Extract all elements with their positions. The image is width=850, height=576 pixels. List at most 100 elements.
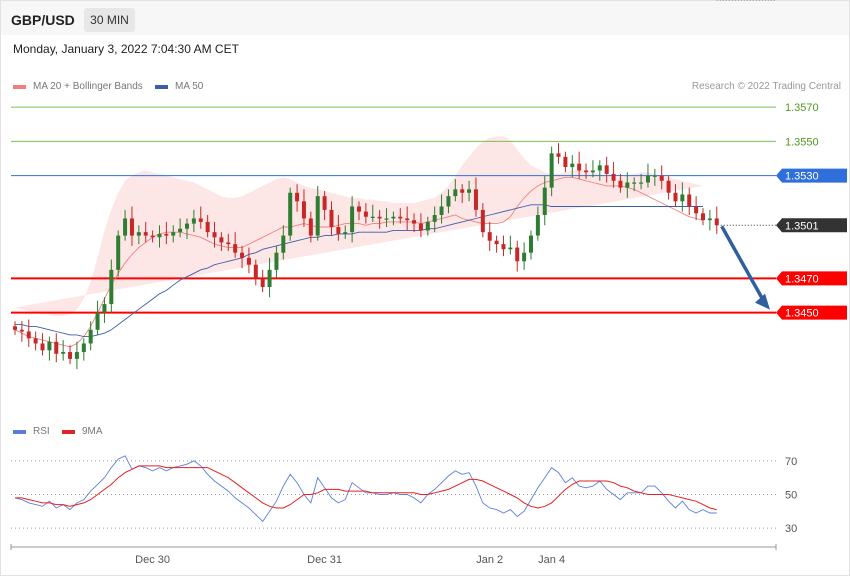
candle-body <box>336 227 341 234</box>
projection-arrowhead <box>755 293 770 310</box>
candle-body <box>460 189 465 193</box>
legend-rsi: RSI <box>13 426 50 437</box>
candle-body <box>556 153 561 157</box>
candle-body <box>570 163 575 168</box>
candle-body <box>659 175 664 181</box>
candle-body <box>240 252 245 258</box>
candle-body <box>116 235 121 270</box>
candle-body <box>61 352 66 354</box>
candle-body <box>714 218 719 226</box>
candle-body <box>253 264 258 279</box>
candle-body <box>322 196 327 210</box>
candle-body <box>529 235 533 253</box>
candle-body <box>508 247 513 250</box>
candle-body <box>102 304 107 313</box>
candle-body <box>226 242 231 245</box>
rsi-tick-50: 50 <box>785 490 797 502</box>
candle-body <box>515 247 520 262</box>
candle-body <box>645 175 650 183</box>
candle-body <box>405 218 410 221</box>
x-tick-label-1: Dec 31 <box>307 554 342 566</box>
top-bar: GBP/USD 30 MIN <box>1 1 849 35</box>
candle-body <box>473 189 478 210</box>
candle-body <box>47 341 52 351</box>
last-price-label: 1.3501 <box>785 220 819 232</box>
bollinger-band <box>15 136 703 317</box>
candle-body <box>191 218 196 224</box>
candle-body <box>129 218 134 236</box>
candle-body <box>432 215 437 222</box>
candle-body <box>198 218 203 222</box>
candle-body <box>171 232 176 236</box>
candle-body <box>597 165 602 171</box>
candle-body <box>150 235 155 238</box>
x-tick-label-0: Dec 30 <box>135 554 170 566</box>
x-tick-label-3: Jan 4 <box>538 554 565 566</box>
candle-body <box>370 216 375 218</box>
candle-body <box>611 173 616 181</box>
candle-body <box>343 232 348 234</box>
candle-body <box>274 252 279 270</box>
resistance-label-1: 1.3550 <box>785 136 819 148</box>
candle-body <box>143 232 148 236</box>
candle-body <box>446 196 451 207</box>
projection-arrow <box>720 225 766 303</box>
timeframe-button[interactable]: 30 MIN <box>84 8 135 32</box>
support-label-4: 1.3470 <box>785 273 819 285</box>
ma20-swatch <box>13 84 26 89</box>
candle-body <box>205 221 210 233</box>
candle-body <box>40 343 45 351</box>
candle-body <box>164 233 169 236</box>
candle-body <box>178 228 183 233</box>
candle-body <box>88 329 93 344</box>
candle-body <box>542 187 547 216</box>
candle-body <box>391 216 396 219</box>
rsi-ma-line <box>15 465 717 511</box>
resistance-label-0: 1.3570 <box>785 102 819 114</box>
legend-ma20-label: MA 20 + Bollinger Bands <box>33 81 143 92</box>
candle-body <box>233 244 238 253</box>
last-price-tag <box>776 218 847 233</box>
candle-body <box>157 233 162 238</box>
candle-body <box>123 218 128 236</box>
x-tick-label-2: Jan 2 <box>476 554 503 566</box>
candle-body <box>467 189 472 193</box>
candle-body <box>522 252 527 262</box>
candle-body <box>584 170 589 173</box>
candle-body <box>363 211 368 217</box>
legend-rsi-ma-label: 9MA <box>82 426 103 437</box>
candle-body <box>13 326 17 330</box>
candle-body <box>246 257 251 265</box>
candle-body <box>219 237 224 243</box>
candle-body <box>625 182 630 188</box>
candle-body <box>109 269 114 305</box>
candle-body <box>68 352 73 359</box>
support-label-5: 1.3450 <box>785 308 819 320</box>
legend-rsi-ma: 9MA <box>62 426 103 437</box>
candle-body <box>295 192 300 202</box>
rsi-swatch <box>13 429 26 434</box>
candle-body <box>680 194 685 202</box>
ma50-swatch <box>155 84 168 89</box>
candle-body <box>535 215 540 236</box>
chart-datetime: Monday, January 3, 2022 7:04:30 AM CET <box>13 42 239 56</box>
candle-body <box>418 223 423 231</box>
candle-body <box>563 156 568 168</box>
ma50-line <box>15 204 703 338</box>
legend-ma50: MA 50 <box>155 81 203 92</box>
pivot-tag <box>776 168 847 183</box>
rsi-ma-swatch <box>62 429 75 434</box>
candle-body <box>288 192 293 236</box>
candle-body <box>95 312 100 330</box>
candle-body <box>652 175 657 177</box>
candle-body <box>19 329 24 332</box>
candle-body <box>639 182 644 184</box>
candle-body <box>701 213 705 221</box>
candle-body <box>604 165 609 174</box>
candle-body <box>577 163 582 171</box>
candle-body <box>590 170 595 173</box>
ma20-line <box>14 176 704 348</box>
candle-body <box>412 220 417 224</box>
candle-body <box>267 269 272 287</box>
